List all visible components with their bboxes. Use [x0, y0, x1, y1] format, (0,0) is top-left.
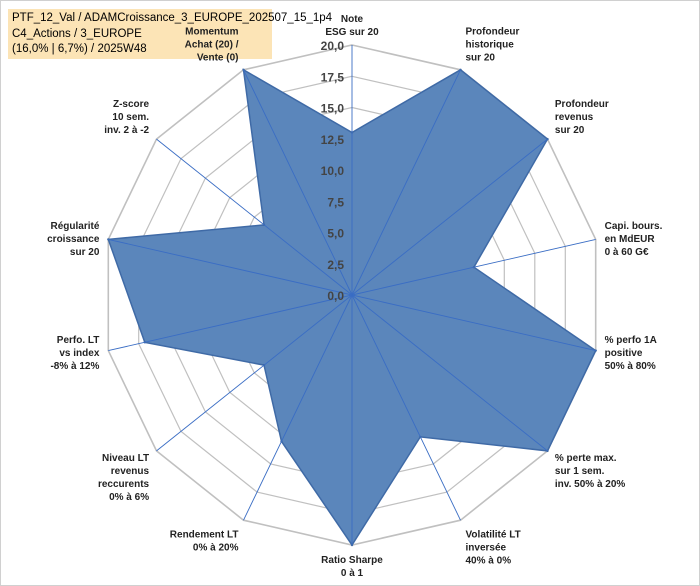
- radar-tick-labels: 0,0 2,5 5,0 7,5 10,0 12,5 15,0 17,5 20,0: [321, 39, 345, 303]
- r-tick-label: 10,0: [321, 164, 345, 178]
- axis-label-line: sur 20: [555, 125, 585, 136]
- axis-label-line: Capi. bours.: [605, 221, 663, 232]
- axis-label-line: % perfo 1A: [605, 335, 657, 346]
- axis-spoke: [351, 294, 548, 452]
- axis-label-line: Note: [341, 14, 364, 25]
- axis-label-line: historique: [466, 40, 515, 51]
- r-tick-label: 0,0: [327, 289, 344, 303]
- axis-spoke: [156, 294, 353, 452]
- axis-label-line: 50% à 80%: [605, 361, 656, 372]
- axis-label-line: Achat (20) /: [185, 40, 239, 51]
- axis-label-line: 0 à 1: [341, 568, 364, 579]
- title-line-2: C4_Actions / 3_EUROPE: [12, 27, 142, 40]
- axis-label-line: sur 20: [70, 247, 100, 258]
- axis-label-line: Niveau LT: [102, 453, 149, 464]
- r-tick-label: 12,5: [321, 133, 345, 147]
- axis-spoke: [243, 294, 353, 521]
- axis-label-line: croissance: [47, 234, 100, 245]
- r-tick-label: 7,5: [327, 195, 344, 209]
- axis-label-line: ESG sur 20: [325, 27, 379, 38]
- axis-label-line: 0% à 20%: [193, 543, 239, 554]
- axis-label-line: Rendement LT: [170, 530, 239, 541]
- axis-label-line: Profondeur: [555, 99, 609, 110]
- r-tick-label: 2,5: [327, 258, 344, 272]
- axis-label-line: Vente (0): [197, 53, 239, 64]
- axis-label-line: inversée: [466, 543, 507, 554]
- title-line-1: PTF_12_Val / ADAMCroissance_3_EUROPE_202…: [12, 12, 333, 24]
- axis-label-line: reccurents: [98, 479, 150, 490]
- axis-label-line: Ratio Sharpe: [321, 555, 383, 566]
- axis-label-line: Perfo. LT: [57, 335, 100, 346]
- axis-spoke: [351, 238, 596, 296]
- axis-label-line: 0% à 6%: [109, 492, 149, 503]
- axis-label-line: sur 1 sem.: [555, 466, 605, 477]
- axis-label-line: Momentum: [185, 27, 238, 38]
- axis-label-line: -8% à 12%: [50, 361, 99, 372]
- axis-spoke: [351, 294, 461, 521]
- axis-spoke: [351, 138, 548, 296]
- axis-label-line: positive: [605, 348, 643, 359]
- axis-label-line: sur 20: [466, 53, 496, 64]
- axis-label-line: Profondeur: [466, 27, 520, 38]
- r-tick-label: 20,0: [321, 39, 345, 53]
- title-line-3: (16,0% | 6,7%) / 2025W48: [12, 43, 147, 55]
- axis-label-line: Régularité: [50, 221, 99, 232]
- axis-label-line: 10 sem.: [112, 112, 149, 123]
- axis-spoke: [351, 69, 461, 296]
- r-tick-label: 5,0: [327, 227, 344, 241]
- axis-label-line: inv. 2 à -2: [104, 125, 149, 136]
- radar-spokes: [108, 45, 596, 545]
- axis-label-line: Z-score: [113, 99, 150, 110]
- axis-label-line: % perte max.: [555, 453, 617, 464]
- axis-spoke: [108, 294, 353, 352]
- axis-spoke: [108, 238, 353, 296]
- axis-label-line: 40% à 0%: [466, 556, 512, 567]
- r-tick-label: 17,5: [321, 70, 345, 84]
- axis-label-line: inv. 50% à 20%: [555, 479, 626, 490]
- axis-label-line: revenus: [111, 466, 150, 477]
- axis-label-line: Volatilité LT: [466, 530, 521, 541]
- axis-label-line: en MdEUR: [605, 234, 656, 245]
- r-tick-label: 15,0: [321, 102, 345, 116]
- axis-label-line: 0 à 60 G€: [605, 247, 649, 258]
- axis-label-line: revenus: [555, 112, 594, 123]
- axis-label-line: vs index: [59, 348, 99, 359]
- axis-spoke: [243, 69, 353, 296]
- axis-spoke: [351, 294, 596, 352]
- radar-axis-labels: Note ESG sur 20 Profondeur historique sur 20…: [47, 14, 662, 579]
- chart-title-box: PTF_12_Val / ADAMCroissance_3_EUROPE_202…: [8, 9, 333, 59]
- axis-spoke: [156, 138, 353, 296]
